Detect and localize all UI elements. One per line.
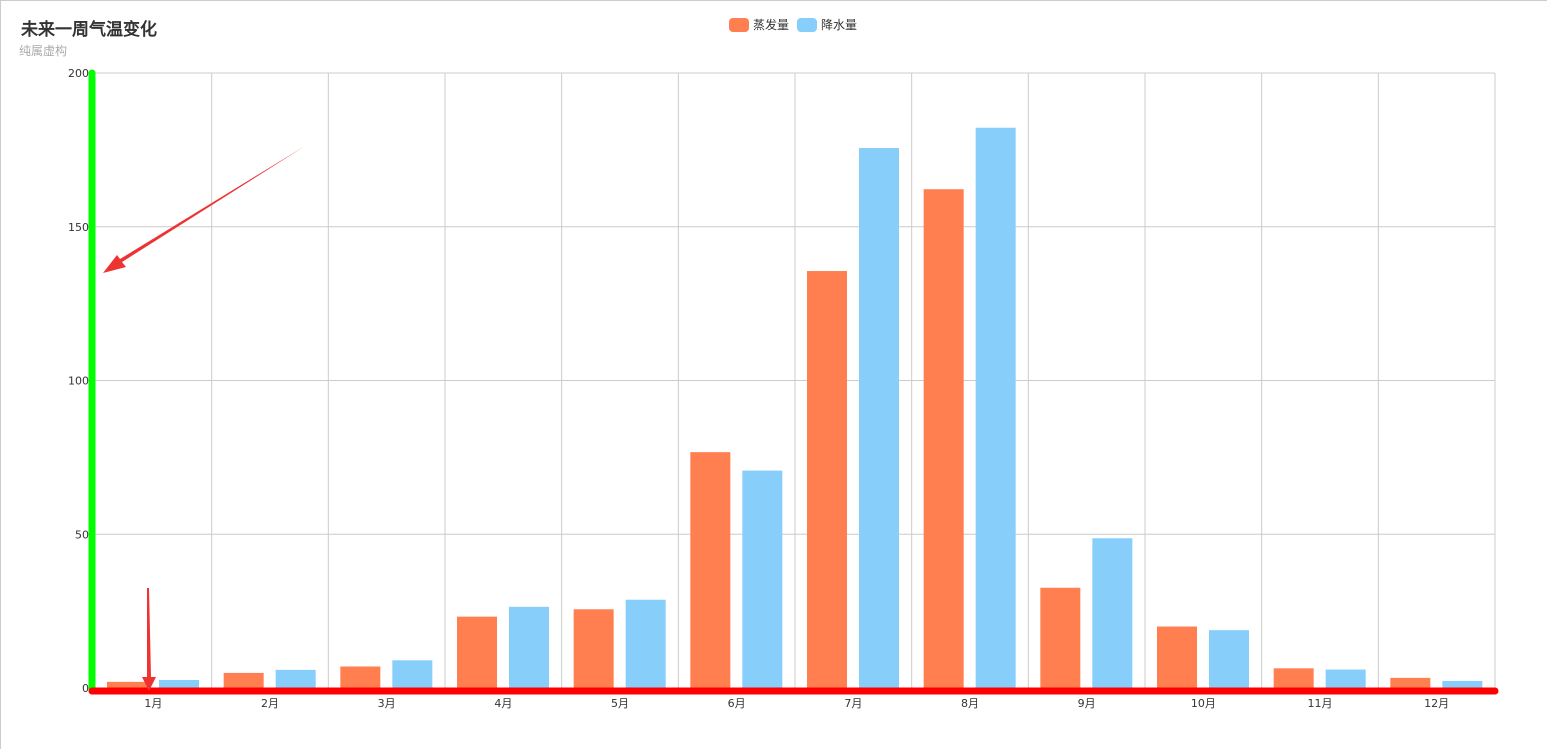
bar-evaporation bbox=[690, 452, 731, 688]
bar-evaporation bbox=[223, 672, 264, 688]
y-tick-label: 200 bbox=[68, 67, 89, 80]
bar-evaporation bbox=[340, 666, 381, 688]
legend-swatch-evaporation bbox=[729, 17, 749, 32]
legend-item-precipitation[interactable]: 降水量 bbox=[797, 16, 857, 33]
bar-precipitation bbox=[742, 470, 783, 688]
bar-evaporation bbox=[807, 271, 847, 688]
chart-subtitle: 纯属虚构 bbox=[19, 44, 68, 58]
annotation-arrow-diagonal bbox=[103, 146, 305, 273]
bar-evaporation bbox=[573, 609, 614, 688]
x-tick-label: 4月 bbox=[494, 697, 512, 710]
legend-label-precipitation: 降水量 bbox=[821, 18, 858, 32]
legend-swatch-precipitation bbox=[797, 17, 818, 32]
bar-precipitation bbox=[1092, 538, 1133, 688]
y-tick-label: 150 bbox=[68, 221, 89, 234]
bar-evaporation bbox=[1390, 677, 1431, 688]
x-tick-label: 12月 bbox=[1424, 697, 1449, 710]
x-tick-label: 3月 bbox=[378, 697, 396, 710]
bar-evaporation bbox=[457, 616, 497, 688]
bar-precipitation bbox=[1442, 680, 1483, 688]
x-tick-label: 7月 bbox=[844, 697, 862, 710]
legend-label-evaporation: 蒸发量 bbox=[753, 18, 790, 32]
bar-precipitation bbox=[509, 606, 549, 688]
bar-evaporation bbox=[1040, 587, 1081, 688]
x-tick-label: 2月 bbox=[261, 697, 279, 710]
x-tick-label: 10月 bbox=[1191, 697, 1216, 710]
bar-precipitation bbox=[392, 660, 433, 688]
bar-precipitation bbox=[625, 599, 666, 688]
bar-precipitation bbox=[159, 680, 199, 688]
x-tick-label: 1月 bbox=[144, 697, 162, 710]
x-tick-label: 6月 bbox=[728, 697, 746, 710]
legend-item-evaporation[interactable]: 蒸发量 bbox=[729, 16, 789, 33]
y-tick-label: 50 bbox=[75, 528, 89, 541]
chart-title: 未来一周气温变化 bbox=[21, 20, 157, 40]
x-tick-label: 11月 bbox=[1308, 697, 1333, 710]
y-tick-label: 0 bbox=[82, 682, 89, 695]
chart-legend: 蒸发量 降水量 bbox=[729, 16, 857, 33]
x-tick-label: 5月 bbox=[611, 697, 629, 710]
bar-precipitation bbox=[1209, 630, 1249, 688]
bar-precipitation bbox=[275, 669, 316, 688]
x-tick-label: 9月 bbox=[1078, 697, 1096, 710]
annotation-arrow-down bbox=[142, 588, 156, 691]
bar-evaporation bbox=[1273, 668, 1314, 688]
bar-evaporation bbox=[1157, 626, 1197, 688]
bar-precipitation bbox=[859, 148, 899, 688]
bar-evaporation bbox=[107, 681, 147, 688]
bar-precipitation bbox=[1325, 669, 1366, 688]
x-tick-label: 8月 bbox=[961, 697, 979, 710]
y-tick-label: 100 bbox=[68, 375, 89, 388]
bar-precipitation bbox=[975, 127, 1016, 689]
bar-evaporation bbox=[923, 189, 964, 689]
